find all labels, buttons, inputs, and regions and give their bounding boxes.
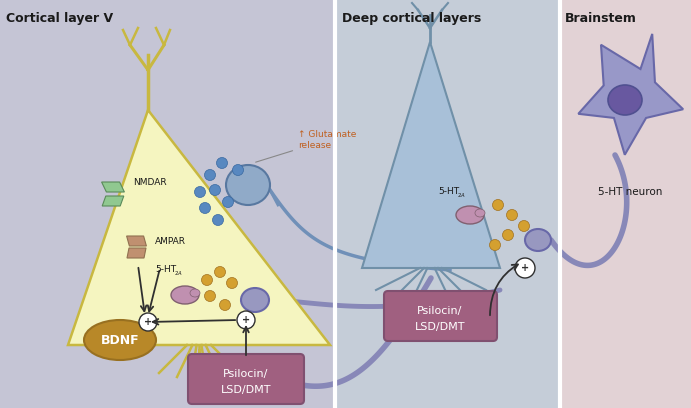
Ellipse shape bbox=[456, 206, 484, 224]
Polygon shape bbox=[578, 34, 683, 155]
Ellipse shape bbox=[608, 85, 642, 115]
Text: BDNF: BDNF bbox=[101, 333, 140, 346]
Text: Brainstem: Brainstem bbox=[565, 12, 637, 25]
Text: AMPAR: AMPAR bbox=[155, 237, 186, 246]
Polygon shape bbox=[102, 182, 124, 192]
Text: Psilocin/: Psilocin/ bbox=[417, 306, 463, 316]
Ellipse shape bbox=[139, 313, 157, 331]
Text: 5-HT: 5-HT bbox=[438, 187, 459, 196]
Polygon shape bbox=[102, 196, 124, 206]
Text: ↑ Glutamate
release: ↑ Glutamate release bbox=[256, 130, 357, 162]
Ellipse shape bbox=[518, 220, 529, 231]
Text: +: + bbox=[242, 315, 250, 325]
Text: 5-HT: 5-HT bbox=[155, 265, 176, 274]
Text: Cortical layer V: Cortical layer V bbox=[6, 12, 113, 25]
FancyBboxPatch shape bbox=[188, 354, 304, 404]
Polygon shape bbox=[126, 236, 146, 246]
Ellipse shape bbox=[194, 186, 205, 197]
Ellipse shape bbox=[213, 215, 223, 226]
Ellipse shape bbox=[525, 229, 551, 251]
Ellipse shape bbox=[226, 165, 270, 205]
Text: +: + bbox=[521, 263, 529, 273]
Ellipse shape bbox=[502, 229, 513, 240]
Ellipse shape bbox=[475, 209, 485, 217]
Text: Deep cortical layers: Deep cortical layers bbox=[342, 12, 481, 25]
Ellipse shape bbox=[489, 239, 500, 251]
Ellipse shape bbox=[515, 258, 535, 278]
Text: $_{2A}$: $_{2A}$ bbox=[174, 268, 183, 277]
Polygon shape bbox=[127, 248, 146, 258]
Text: LSD/DMT: LSD/DMT bbox=[415, 322, 465, 332]
Text: NMDAR: NMDAR bbox=[133, 178, 167, 187]
Bar bbox=[560, 0, 691, 408]
Ellipse shape bbox=[220, 299, 231, 310]
Text: $_{2A}$: $_{2A}$ bbox=[457, 191, 466, 200]
Text: 5-HT neuron: 5-HT neuron bbox=[598, 187, 663, 197]
Ellipse shape bbox=[200, 202, 211, 213]
Ellipse shape bbox=[214, 266, 225, 277]
Ellipse shape bbox=[209, 184, 220, 195]
Ellipse shape bbox=[190, 289, 200, 297]
Ellipse shape bbox=[202, 275, 213, 286]
Ellipse shape bbox=[237, 311, 255, 329]
Text: LSD/DMT: LSD/DMT bbox=[220, 385, 272, 395]
Ellipse shape bbox=[84, 320, 156, 360]
Ellipse shape bbox=[507, 209, 518, 220]
Ellipse shape bbox=[241, 288, 269, 312]
Ellipse shape bbox=[232, 164, 243, 175]
Ellipse shape bbox=[205, 169, 216, 180]
Ellipse shape bbox=[205, 290, 216, 302]
Ellipse shape bbox=[171, 286, 199, 304]
Polygon shape bbox=[68, 110, 330, 345]
Text: +: + bbox=[144, 317, 152, 327]
FancyBboxPatch shape bbox=[384, 291, 497, 341]
Bar bbox=[0, 0, 335, 408]
Polygon shape bbox=[362, 42, 500, 268]
Ellipse shape bbox=[216, 157, 227, 169]
Ellipse shape bbox=[223, 197, 234, 208]
Text: Psilocin/: Psilocin/ bbox=[223, 369, 269, 379]
Bar bbox=[335, 0, 560, 408]
Ellipse shape bbox=[493, 200, 504, 211]
Ellipse shape bbox=[227, 277, 238, 288]
